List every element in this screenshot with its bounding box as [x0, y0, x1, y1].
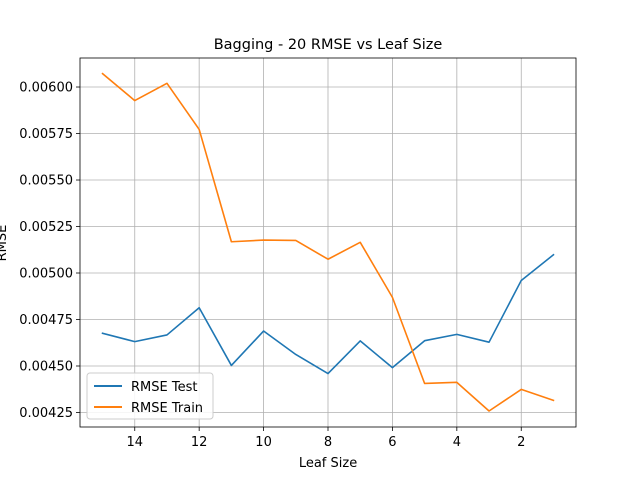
y-tick-label: 0.00550 — [19, 174, 73, 189]
y-tick-label: 0.00525 — [19, 220, 73, 235]
legend: RMSE Test RMSE Train — [86, 372, 214, 420]
y-tick-layer: 0.00425 0.00450 0.00475 0.00500 0.00525 0.005… — [19, 81, 80, 421]
series-line-rmse-train — [101, 72, 555, 412]
y-tick-label: 0.00575 — [19, 127, 73, 142]
y-tick-label: 0.00600 — [19, 81, 73, 96]
y-tick-label: 0.00425 — [19, 406, 73, 421]
legend-label-rmse-train: RMSE Train — [131, 401, 203, 416]
series-line-rmse-test — [101, 253, 555, 375]
x-tick-label: 6 — [388, 435, 396, 450]
legend-label-rmse-test: RMSE Test — [131, 380, 197, 395]
x-tick-label: 12 — [191, 435, 208, 450]
y-tick-label: 0.00450 — [19, 359, 73, 374]
x-axis-label: Leaf Size — [299, 456, 357, 471]
series-layer — [101, 72, 555, 412]
x-tick-label: 2 — [517, 435, 525, 450]
y-axis-label: RMSE — [0, 225, 10, 262]
x-tick-label: 14 — [126, 435, 143, 450]
x-tick-layer: 14 12 10 8 6 4 2 — [126, 427, 525, 450]
x-tick-label: 10 — [255, 435, 272, 450]
x-tick-label: 4 — [453, 435, 461, 450]
y-tick-label: 0.00500 — [19, 267, 73, 282]
y-tick-label: 0.00475 — [19, 313, 73, 328]
x-tick-label: 8 — [324, 435, 332, 450]
chart-title: Bagging - 20 RMSE vs Leaf Size — [214, 37, 443, 53]
